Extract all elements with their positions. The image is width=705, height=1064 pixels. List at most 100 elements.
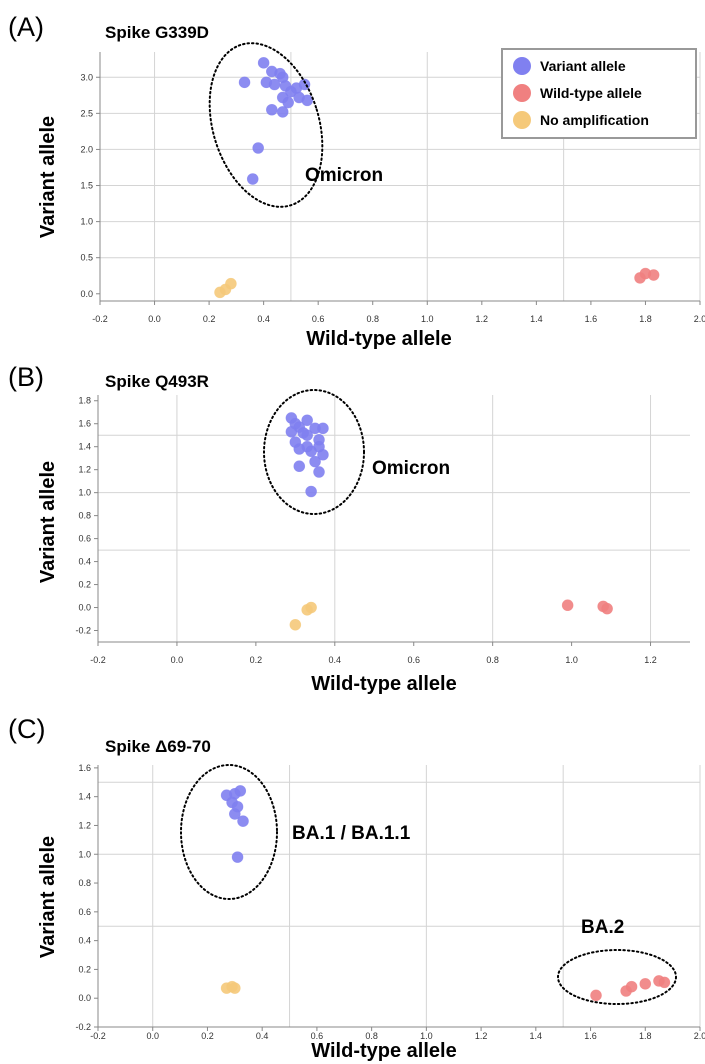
x-tick-label: 0.8 xyxy=(366,314,379,324)
x-tick-label: 1.2 xyxy=(476,314,489,324)
panel-a-letter: (A) xyxy=(8,12,44,42)
x-tick-label: 1.8 xyxy=(639,1031,652,1041)
data-point-variant xyxy=(309,455,321,468)
x-tick-label: -0.2 xyxy=(92,314,108,324)
data-point-variant xyxy=(301,429,313,442)
x-tick-label: 1.6 xyxy=(585,314,598,324)
legend-label-wildtype: Wild-type allele xyxy=(540,85,642,101)
data-point-wildtype xyxy=(625,980,638,993)
legend: Variant allele Wild-type allele No ampli… xyxy=(501,48,697,139)
legend-swatch-noamp xyxy=(513,111,531,129)
panel-c-title: Spike Δ69-70 xyxy=(105,737,211,756)
y-tick-label: 0.5 xyxy=(80,253,93,263)
y-tick-label: 0.4 xyxy=(78,557,91,567)
data-point-variant xyxy=(234,785,247,797)
legend-label-noamp: No amplification xyxy=(540,112,649,128)
x-tick-label: 0.8 xyxy=(365,1031,378,1041)
data-point-noamp xyxy=(305,601,317,614)
data-point-noamp xyxy=(225,277,237,290)
panel-c-ylabel: Variant allele xyxy=(37,836,59,958)
data-point-wildtype xyxy=(561,599,574,612)
omicron-cluster-ellipse xyxy=(263,389,365,515)
data-point-wildtype xyxy=(658,976,671,989)
y-tick-label: 1.6 xyxy=(78,419,91,429)
y-tick-label: 0.8 xyxy=(78,878,91,888)
data-point-variant xyxy=(237,815,249,827)
y-tick-label: 1.6 xyxy=(78,763,91,773)
y-tick-label: 0.2 xyxy=(78,580,91,590)
data-point-variant xyxy=(285,425,298,438)
y-tick-label: 2.0 xyxy=(80,144,93,154)
y-tick-label: 0.6 xyxy=(78,534,91,544)
y-tick-label: 0.2 xyxy=(78,964,91,974)
data-point-variant xyxy=(266,103,278,116)
x-tick-label: 0.8 xyxy=(486,655,499,665)
x-tick-label: 1.2 xyxy=(644,655,657,665)
x-tick-label: 0.0 xyxy=(148,314,161,324)
y-tick-label: 1.2 xyxy=(78,465,91,475)
x-tick-label: 0.4 xyxy=(257,314,270,324)
omicron-annotation: Omicron xyxy=(305,165,383,186)
panel-c-letter: (C) xyxy=(8,714,45,744)
x-tick-label: 1.4 xyxy=(530,1031,543,1041)
y-tick-label: 3.0 xyxy=(80,72,93,82)
data-point-wildtype xyxy=(590,989,602,1002)
data-point-variant xyxy=(301,414,313,427)
data-point-wildtype xyxy=(639,978,652,990)
data-point-variant xyxy=(301,94,314,107)
y-tick-label: 1.0 xyxy=(78,849,91,859)
data-point-variant xyxy=(231,851,244,863)
y-tick-label: 1.4 xyxy=(78,792,91,802)
data-point-variant xyxy=(313,466,325,478)
x-tick-label: 1.0 xyxy=(565,655,578,665)
y-tick-label: -0.2 xyxy=(75,626,91,636)
data-point-variant xyxy=(305,485,317,498)
y-tick-label: 1.2 xyxy=(78,820,91,830)
legend-swatch-wildtype xyxy=(513,84,531,102)
x-tick-label: 1.0 xyxy=(420,1031,433,1041)
panel-a-title: Spike G339D xyxy=(105,23,209,42)
x-tick-label: 1.4 xyxy=(530,314,543,324)
data-point-noamp xyxy=(229,982,241,994)
x-tick-label: 0.6 xyxy=(311,1031,324,1041)
x-tick-label: 0.0 xyxy=(146,1031,159,1041)
data-point-wildtype xyxy=(647,269,660,281)
panel-a-xlabel: Wild-type allele xyxy=(306,328,451,350)
x-tick-label: 0.6 xyxy=(407,655,420,665)
x-tick-label: 0.6 xyxy=(312,314,325,324)
data-point-variant xyxy=(252,142,264,154)
data-point-variant xyxy=(276,106,289,118)
panel-b-ylabel: Variant allele xyxy=(37,461,59,583)
x-tick-label: 2.0 xyxy=(694,1031,705,1041)
data-point-variant xyxy=(317,422,329,435)
ba2-annotation: BA.2 xyxy=(581,917,624,938)
x-tick-label: 2.0 xyxy=(694,314,705,324)
x-tick-label: 1.0 xyxy=(421,314,434,324)
x-tick-label: 1.8 xyxy=(639,314,652,324)
y-tick-label: 0.0 xyxy=(80,289,93,299)
ba1-annotation: BA.1 / BA.1.1 xyxy=(292,823,411,844)
data-point-variant xyxy=(257,57,270,69)
data-point-wildtype xyxy=(601,602,613,615)
panel-b: (B) Spike Q493R -0.2 0.0 0.2 0.4 0.6 0.8 1.0 1.… xyxy=(8,362,690,695)
data-point-variant xyxy=(293,460,306,473)
data-point-variant xyxy=(282,96,294,109)
panel-c: (C) Spike Δ69-70 -0.2 0.0 0.2 0.4 0.6 0.8 1.0 1… xyxy=(8,714,705,1062)
data-point-variant xyxy=(229,808,241,820)
x-tick-label: 1.6 xyxy=(584,1031,597,1041)
x-tick-label: -0.2 xyxy=(90,655,106,665)
data-point-variant xyxy=(238,76,251,89)
y-tick-label: 0.0 xyxy=(78,603,91,613)
ba2-cluster-ellipse xyxy=(557,949,677,1005)
data-point-variant xyxy=(293,443,306,455)
data-point-noamp xyxy=(289,618,302,631)
y-tick-label: 1.0 xyxy=(78,488,91,498)
y-tick-label: 1.8 xyxy=(78,396,91,406)
panel-b-title: Spike Q493R xyxy=(105,372,209,391)
legend-swatch-variant xyxy=(513,57,531,75)
data-point-variant xyxy=(305,445,317,458)
data-point-variant xyxy=(246,173,259,185)
panel-a: (A) Spike G339D -0.2 0.0 0.2 0.4 0.6 0.8 1.0 1.… xyxy=(8,12,705,350)
legend-box xyxy=(501,48,697,139)
data-point-variant xyxy=(298,78,311,91)
